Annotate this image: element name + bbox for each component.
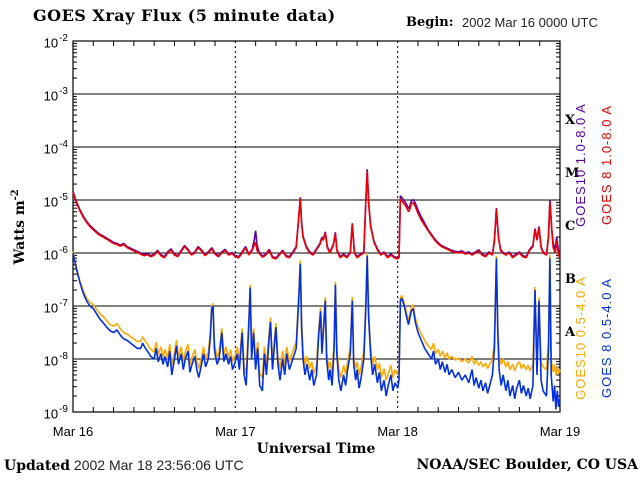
y-tick-label-1e-4: 10-4 [28, 139, 68, 156]
y-tick-base: 10 [43, 353, 59, 369]
y-tick-base: 10 [43, 247, 59, 263]
y-tick-exponent: -6 [59, 245, 68, 256]
x-tick-label-mar-18: Mar 18 [377, 424, 418, 439]
series-goes10_long [72, 169, 561, 259]
y-tick-label-1e-7: 10-7 [28, 298, 68, 315]
y-tick-exponent: -2 [59, 33, 68, 44]
series-goes8_short [72, 252, 561, 410]
y-tick-base: 10 [43, 35, 59, 51]
updated-line: Updated 2002 Mar 18 23:56:06 UTC [4, 457, 244, 474]
y-axis-title: Watts m-2 [10, 167, 28, 287]
y-tick-label-1e-2: 10-2 [28, 33, 68, 50]
y-tick-exponent: -8 [59, 351, 68, 362]
y-axis-title-text: Watts m [11, 200, 28, 265]
y-tick-base: 10 [43, 88, 59, 104]
y-tick-label-1e-6: 10-6 [28, 245, 68, 262]
x-tick-label-mar-19: Mar 19 [539, 424, 581, 439]
y-tick-label-1e-8: 10-8 [28, 351, 68, 368]
begin-label: Begin: [406, 15, 454, 30]
plot-frame [72, 40, 561, 413]
y-tick-exponent: -9 [59, 404, 68, 415]
y-tick-label-1e-9: 10-9 [28, 404, 68, 421]
series-goes8_long [72, 171, 561, 260]
class-letter-b: B [565, 271, 576, 287]
page-title: GOES Xray Flux (5 minute data) [33, 6, 336, 25]
x-tick-label-mar-16: Mar 16 [52, 424, 94, 439]
y-tick-exponent: -3 [59, 86, 68, 97]
y-tick-label-1e-3: 10-3 [28, 86, 68, 103]
y-tick-exponent: -5 [59, 192, 68, 203]
legend-item-goes10-1-0-8-0-a: GOES10 1.0-8.0 A [573, 103, 588, 227]
y-tick-label-1e-5: 10-5 [28, 192, 68, 209]
legend-item-goes10-0-5-4-0-a: GOES10 0.5-4.0 A [573, 276, 588, 400]
y-axis-title-exponent: -2 [10, 189, 22, 201]
y-tick-base: 10 [43, 141, 59, 157]
y-tick-base: 10 [43, 194, 59, 210]
class-letter-m: M [565, 165, 580, 181]
class-letter-a: A [565, 324, 576, 340]
updated-label: Updated [4, 458, 71, 474]
y-tick-exponent: -7 [59, 298, 68, 309]
begin-value: 2002 Mar 16 0000 UTC [462, 15, 598, 30]
y-tick-base: 10 [43, 406, 59, 422]
y-tick-exponent: -4 [59, 139, 68, 150]
legend-item-goes-8-1-0-8-0-a: GOES 8 1.0-8.0 A [599, 104, 614, 226]
x-tick-label-mar-17: Mar 17 [215, 424, 256, 439]
updated-value: 2002 Mar 18 23:56:06 UTC [73, 457, 244, 473]
class-letter-c: C [565, 218, 576, 234]
x-axis-title: Universal Time [256, 441, 376, 457]
credit-text: NOAA/SEC Boulder, CO USA [416, 457, 639, 473]
class-letter-x: X [565, 112, 576, 128]
legend-item-goes-8-0-5-4-0-a: GOES 8 0.5-4.0 A [599, 277, 614, 399]
y-tick-base: 10 [43, 300, 59, 316]
